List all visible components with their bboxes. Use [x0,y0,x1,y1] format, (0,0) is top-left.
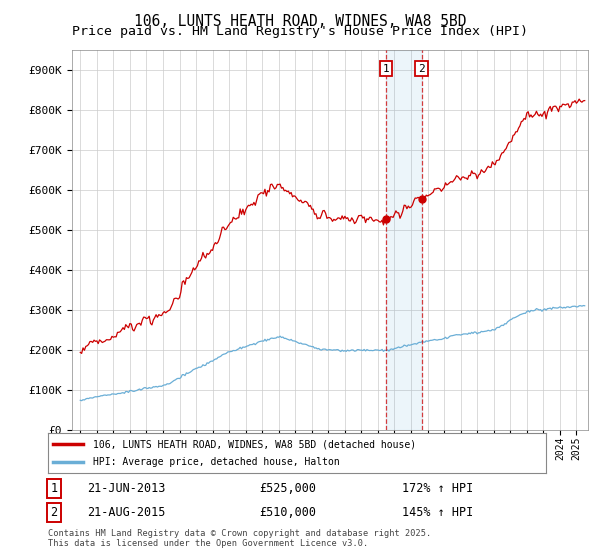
Text: 1: 1 [382,64,389,74]
Bar [386,50,422,430]
Text: Contains HM Land Registry data © Crown copyright and database right 2025.
This d: Contains HM Land Registry data © Crown c… [48,529,431,548]
Text: 106, LUNTS HEATH ROAD, WIDNES, WA8 5BD (detached house): 106, LUNTS HEATH ROAD, WIDNES, WA8 5BD (… [93,439,416,449]
Text: 2: 2 [50,506,58,519]
Text: 106, LUNTS HEATH ROAD, WIDNES, WA8 5BD: 106, LUNTS HEATH ROAD, WIDNES, WA8 5BD [134,14,466,29]
Text: 21-AUG-2015: 21-AUG-2015 [87,506,165,519]
Text: 21-JUN-2013: 21-JUN-2013 [87,482,165,495]
Text: 1: 1 [50,482,58,495]
Text: HPI: Average price, detached house, Halton: HPI: Average price, detached house, Halt… [93,457,340,467]
Text: 145% ↑ HPI: 145% ↑ HPI [403,506,473,519]
Text: £525,000: £525,000 [260,482,317,495]
Text: 172% ↑ HPI: 172% ↑ HPI [403,482,473,495]
Text: £510,000: £510,000 [260,506,317,519]
Text: Price paid vs. HM Land Registry's House Price Index (HPI): Price paid vs. HM Land Registry's House … [72,25,528,38]
Text: 2: 2 [418,64,425,74]
